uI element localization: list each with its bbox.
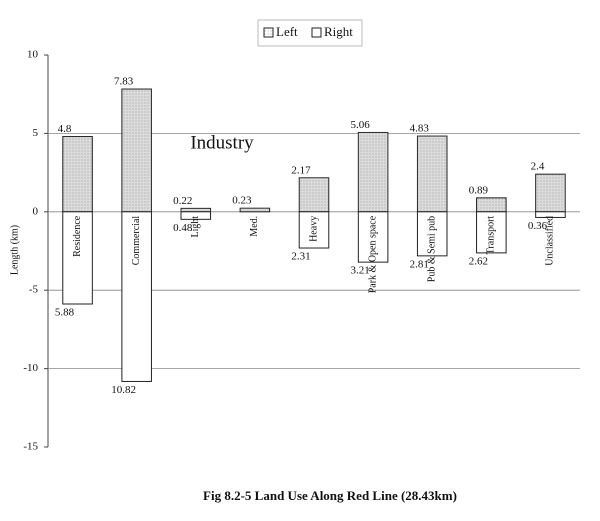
- bar: [357, 131, 389, 213]
- bar: [476, 211, 507, 254]
- data-label: 0.36: [528, 220, 548, 232]
- legend-swatch: [263, 27, 274, 38]
- bar: [62, 136, 93, 213]
- data-label: 5.88: [55, 307, 75, 319]
- bar: [121, 88, 152, 213]
- bar: [298, 177, 330, 213]
- x-tick-label: Residence: [72, 215, 83, 257]
- bar: [535, 211, 566, 218]
- x-tick-label: Transport: [486, 216, 497, 255]
- data-label: 2.31: [291, 251, 310, 263]
- x-tick-label: Park & Open space: [367, 215, 378, 293]
- data-label: 3.21: [350, 265, 369, 277]
- y-tick-label: 0: [33, 205, 39, 217]
- bar: [416, 135, 448, 213]
- data-label: 4.8: [58, 123, 72, 135]
- annotation: Industry: [190, 132, 254, 153]
- bar: [180, 207, 212, 213]
- bar: [298, 211, 330, 249]
- x-tick-label: Light: [190, 216, 201, 238]
- data-label: 2.17: [291, 164, 311, 176]
- y-axis-label: Length (km): [9, 225, 20, 275]
- data-label: 2.4: [531, 161, 545, 173]
- x-tick-label: Commercial: [131, 216, 142, 266]
- bar: [416, 211, 448, 257]
- legend-label: Left: [276, 24, 298, 39]
- legend-box: [257, 19, 363, 47]
- data-label: 4.83: [410, 123, 430, 135]
- bar: [121, 211, 152, 382]
- data-label: 10.82: [111, 384, 136, 396]
- bar: [357, 211, 389, 263]
- data-label: 0.89: [469, 184, 489, 196]
- y-tick-label: 10: [27, 49, 39, 61]
- bar: [476, 197, 507, 213]
- x-tick-label: Heavy: [308, 216, 319, 242]
- chart-title: Fig 8.2-5 Land Use Along Red Line (28.43…: [203, 488, 457, 503]
- data-label: 0.22: [173, 195, 192, 207]
- legend-label: Right: [324, 24, 353, 39]
- data-label: 2.81: [410, 258, 429, 270]
- x-tick-label: Med.: [249, 216, 260, 237]
- y-tick-label: 5: [33, 127, 39, 139]
- x-tick-label: Pub & Semi pub: [427, 216, 438, 282]
- bar: [180, 211, 212, 220]
- bar: [62, 211, 93, 305]
- data-label: 0.23: [232, 195, 252, 207]
- y-tick-label: -5: [29, 284, 39, 296]
- data-label: 5.06: [350, 119, 370, 131]
- y-tick-label: -10: [23, 362, 38, 374]
- data-label: 2.62: [469, 255, 488, 267]
- x-tick-label: Unclassified: [545, 216, 556, 266]
- y-tick-label: -15: [23, 441, 38, 453]
- bar: [535, 173, 566, 213]
- data-label: 7.83: [114, 76, 134, 88]
- bar: [239, 207, 271, 213]
- data-label: 0.48: [173, 222, 193, 234]
- legend-swatch: [311, 27, 322, 38]
